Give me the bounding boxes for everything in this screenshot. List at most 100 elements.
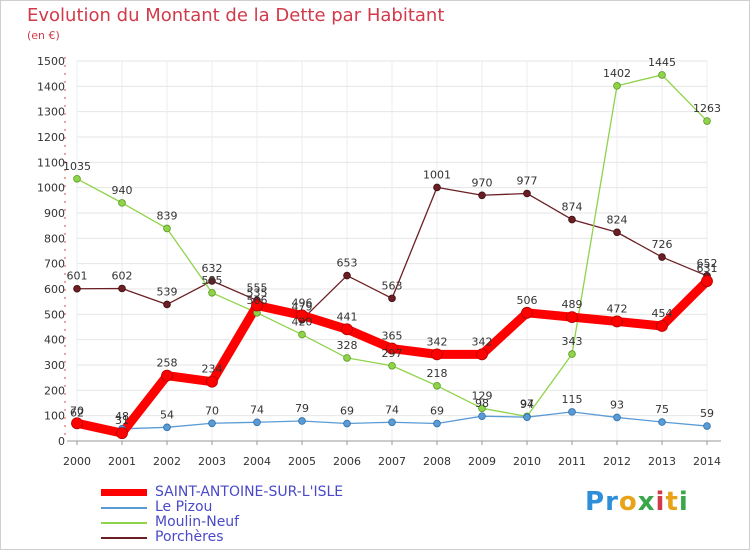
data-point-series-2 — [568, 350, 576, 358]
data-label-series-3: 977 — [517, 174, 538, 187]
y-tick-label: 800 — [44, 232, 65, 245]
data-point-series-2 — [208, 288, 216, 297]
data-point-series-0 — [341, 323, 353, 336]
x-tick-label: 2008 — [423, 455, 451, 468]
data-label-series-0: 441 — [337, 310, 358, 323]
data-label-series-3: 824 — [607, 213, 628, 226]
data-point-series-3 — [343, 271, 351, 280]
data-label-series-0: 496 — [292, 296, 313, 309]
y-tick-label: 900 — [44, 207, 65, 220]
data-point-series-3 — [163, 300, 171, 309]
data-label-series-3: 726 — [652, 238, 673, 251]
x-tick-label: 2002 — [153, 455, 181, 468]
data-label-series-0: 631 — [697, 262, 718, 275]
data-point-series-2 — [658, 71, 666, 79]
data-point-series-0 — [71, 417, 83, 430]
data-point-series-0 — [521, 306, 533, 319]
data-point-series-3 — [118, 284, 126, 293]
data-label-series-1: 94 — [520, 398, 534, 411]
y-tick-label: 0 — [58, 435, 65, 448]
data-label-series-2: 343 — [562, 335, 583, 348]
data-label-series-0: 70 — [70, 404, 84, 417]
data-point-series-1 — [343, 419, 351, 428]
legend-label: SAINT-ANTOINE-SUR-L'ISLE — [155, 484, 344, 500]
y-tick-label: 1100 — [37, 156, 65, 169]
data-label-series-2: 1445 — [648, 56, 676, 69]
data-point-series-3 — [433, 183, 441, 192]
data-point-series-0 — [566, 311, 578, 324]
x-tick-label: 2012 — [603, 455, 631, 468]
data-label-series-1: 74 — [250, 403, 264, 416]
data-point-series-3 — [568, 215, 576, 224]
data-label-series-2: 1035 — [63, 160, 91, 173]
y-tick-label: 1000 — [37, 182, 65, 195]
data-label-series-2: 420 — [292, 316, 313, 329]
logo-letter: i — [678, 487, 689, 517]
data-point-series-0 — [161, 369, 173, 382]
x-tick-label: 2013 — [648, 455, 676, 468]
y-tick-label: 1500 — [37, 55, 65, 68]
series-layer: 601 602 539 632 555 479 653 563 1001 970 977 874 824… — [63, 56, 721, 440]
x-tick-label: 2010 — [513, 455, 541, 468]
legend-swatch — [101, 536, 147, 539]
data-point-series-3 — [388, 294, 396, 303]
data-point-series-2 — [73, 175, 81, 183]
x-tick-label: 2001 — [108, 455, 136, 468]
logo-letter: x — [637, 487, 656, 517]
chart-title: Evolution du Montant de la Dette par Hab… — [27, 5, 445, 26]
data-point-series-3 — [478, 191, 486, 200]
data-point-series-2 — [613, 82, 621, 90]
data-label-series-2: 506 — [247, 294, 268, 307]
logo-letter: o — [618, 487, 638, 517]
data-label-series-3: 539 — [157, 285, 178, 298]
data-point-series-0 — [206, 375, 218, 388]
data-point-series-0 — [386, 342, 398, 355]
data-label-series-1: 69 — [430, 405, 444, 418]
y-tick-label: 400 — [44, 334, 65, 347]
data-label-series-1: 115 — [562, 393, 583, 406]
logo-letter: r — [605, 487, 619, 517]
data-label-series-3: 970 — [472, 176, 493, 189]
data-label-series-0: 506 — [517, 294, 538, 307]
data-label-series-2: 839 — [157, 209, 178, 222]
logo-letter: P — [585, 487, 606, 517]
y-tick-label: 700 — [44, 258, 65, 271]
data-label-series-2: 1402 — [603, 67, 631, 80]
logo-letter: t — [665, 487, 679, 517]
data-point-series-1 — [298, 417, 306, 425]
data-point-series-2 — [343, 354, 351, 362]
data-point-series-3 — [613, 228, 621, 237]
data-point-series-1 — [388, 418, 396, 427]
data-label-series-2: 97 — [520, 397, 534, 410]
y-tick-label: 200 — [44, 384, 65, 397]
data-point-series-2 — [298, 330, 306, 339]
data-point-series-0 — [431, 348, 443, 361]
data-label-series-3: 652 — [697, 257, 718, 270]
data-label-series-1: 93 — [610, 398, 624, 411]
data-label-series-0: 454 — [652, 307, 673, 320]
data-point-series-0 — [116, 427, 128, 440]
x-tick-label: 2000 — [63, 455, 91, 468]
data-point-series-1 — [253, 418, 261, 427]
data-point-series-1 — [478, 412, 486, 420]
x-tick-label: 2014 — [693, 455, 721, 468]
data-point-series-2 — [478, 404, 486, 413]
data-label-series-2: 585 — [202, 274, 223, 287]
data-point-series-1 — [163, 423, 171, 432]
legend-swatch — [101, 489, 147, 496]
data-point-series-3 — [208, 277, 216, 285]
data-point-series-3 — [523, 189, 531, 198]
legend-swatch — [101, 506, 147, 509]
data-label-series-3: 874 — [562, 201, 583, 214]
data-label-series-2: 328 — [337, 339, 358, 352]
data-label-series-1: 79 — [295, 402, 309, 415]
y-tick-label: 1300 — [37, 106, 65, 119]
data-label-series-1: 70 — [205, 404, 219, 417]
x-tick-label: 2006 — [333, 455, 361, 468]
data-label-series-1: 48 — [115, 410, 129, 423]
data-label-series-0: 342 — [472, 335, 493, 348]
legend-label: Moulin-Neuf — [155, 514, 240, 530]
x-tick-label: 2005 — [288, 455, 316, 468]
data-point-series-3 — [73, 284, 81, 293]
